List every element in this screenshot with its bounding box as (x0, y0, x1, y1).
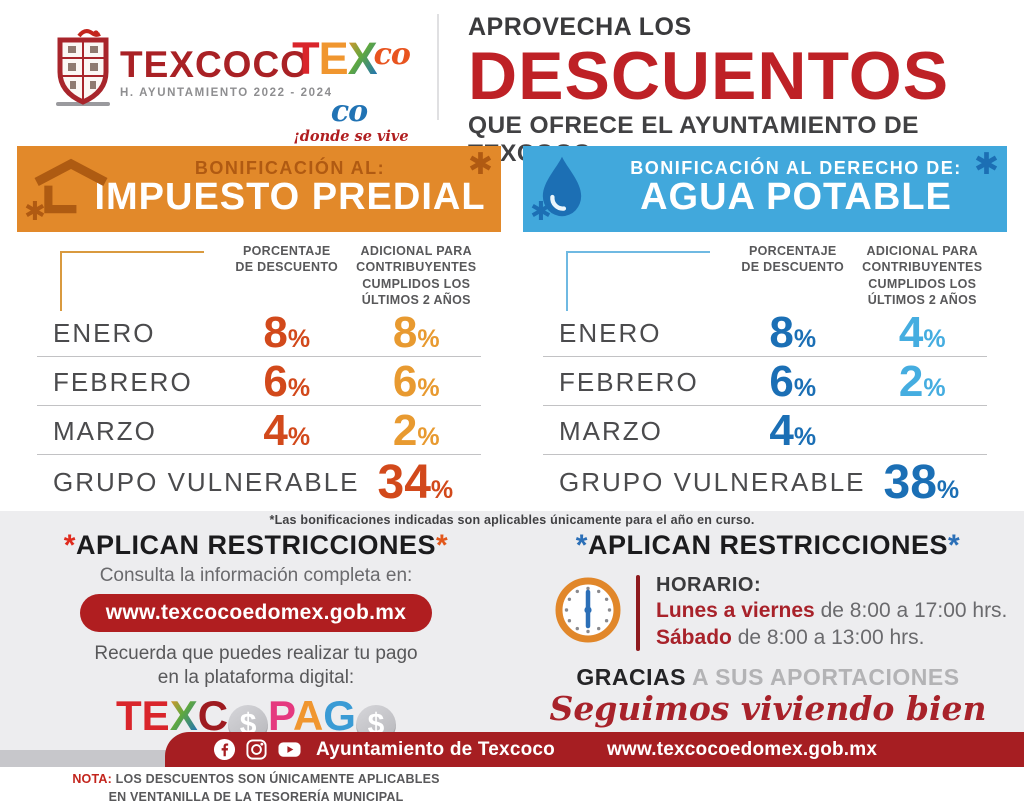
discount-value: 6% (728, 357, 858, 407)
instagram-icon[interactable] (245, 738, 268, 761)
table-row-vulnerable: GRUPO VULNERABLE 38% (543, 455, 987, 509)
footer-bar: Ayuntamiento de Texcoco www.texcocoedome… (165, 732, 1024, 767)
asterisk-decoration: * (576, 529, 588, 562)
facebook-icon[interactable] (213, 738, 236, 761)
brand-letter: co (374, 40, 410, 70)
footer-municipality-name: Ayuntamiento de Texcoco (316, 739, 555, 761)
asterisk-decoration: ✱ (530, 198, 552, 224)
table-row: ENERO 8% 8% (37, 308, 481, 357)
panel-title: AGUA POTABLE (640, 177, 952, 219)
row-label: MARZO (543, 416, 728, 447)
brand-letter: X (348, 33, 377, 84)
masthead-divider (437, 14, 439, 120)
panel-kicker: BONIFICACIÓN AL: (195, 159, 385, 177)
brand-letter: co (331, 97, 367, 127)
discount-value: 4% (728, 406, 858, 456)
panel-title: IMPUESTO PREDIAL (94, 177, 485, 219)
column-header-adicional: ADICIONAL PARA CONTRIBUYENTES CUMPLIDOS … (352, 243, 482, 308)
social-icons (213, 738, 302, 761)
row-label: GRUPO VULNERABLE (53, 467, 360, 498)
table-bracket-line (60, 251, 204, 311)
brand-letter: T (292, 33, 319, 84)
restrictions-heading: *APLICAN RESTRICCIONES* (512, 529, 1024, 562)
nota-label: NOTA: (72, 772, 112, 786)
brand-letter: E (319, 33, 348, 84)
panel-impuesto-predial: BONIFICACIÓN AL: IMPUESTO PREDIAL ✱ ✱ PO… (17, 146, 501, 509)
title-descuentos: DESCUENTOS (468, 42, 1013, 111)
asterisk-decoration: * (64, 529, 76, 562)
panel-kicker: BONIFICACIÓN AL DERECHO DE: (630, 159, 962, 177)
youtube-icon[interactable] (277, 738, 302, 761)
panel-header-agua: BONIFICACIÓN AL DERECHO DE: AGUA POTABLE… (523, 146, 1007, 232)
schedule-block: HORARIO: Lunes a viernes de 8:00 a 17:00… (554, 574, 1024, 652)
texcopago-letter: E (142, 692, 170, 739)
discount-value: 6% (222, 357, 352, 407)
additional-value: 8% (352, 308, 482, 358)
discount-value: 8% (222, 308, 352, 358)
recuerda-text: Recuerda que puedes realizar tu pago en … (0, 642, 512, 690)
asterisk-decoration: ✱ (974, 150, 999, 180)
restrictions-right-column: *APLICAN RESTRICCIONES* (512, 529, 1024, 727)
panel-header-predial: BONIFICACIÓN AL: IMPUESTO PREDIAL ✱ ✱ (17, 146, 501, 232)
discount-table-predial: PORCENTAJE DE DESCUENTO ADICIONAL PARA C… (17, 232, 501, 509)
weekday-hours: Lunes a viernes de 8:00 a 17:00 hrs. (656, 597, 1007, 624)
additional-value: 2% (858, 357, 988, 407)
texcopago-letter: T (116, 692, 142, 739)
column-header-adicional: ADICIONAL PARA CONTRIBUYENTES CUMPLIDOS … (858, 243, 988, 308)
poster: { "header": { "brand": { "municipality":… (0, 0, 1024, 767)
discount-value: 4% (222, 406, 352, 456)
consulta-text: Consulta la información completa en: (0, 565, 512, 587)
clock-icon (554, 576, 622, 649)
website-link-pill[interactable]: www.texcocoedomex.gob.mx (80, 594, 433, 632)
discount-value: 34% (378, 455, 454, 510)
footer-website-link[interactable]: www.texcocoedomex.gob.mx (607, 739, 877, 761)
masthead: TEXCOCO H. AYUNTAMIENTO 2022 - 2024 TEXc… (0, 0, 1024, 143)
asterisk-decoration: * (948, 529, 960, 562)
column-header-descuento: PORCENTAJE DE DESCUENTO (222, 243, 352, 308)
discount-value: 8% (728, 308, 858, 358)
column-header-descuento: PORCENTAJE DE DESCUENTO (728, 243, 858, 308)
additional-value: 2% (352, 406, 482, 456)
restrictions-heading: *APLICAN RESTRICCIONES* (0, 529, 512, 562)
bottom-section: *Las bonificaciones indicadas son aplica… (0, 511, 1024, 767)
panel-agua-potable: BONIFICACIÓN AL DERECHO DE: AGUA POTABLE… (523, 146, 1007, 509)
row-label: ENERO (37, 318, 222, 349)
slogan-text: Seguimos viviendo bien (512, 691, 1024, 727)
table-row: FEBRERO 6% 2% (543, 357, 987, 406)
row-label: GRUPO VULNERABLE (559, 467, 866, 498)
table-row: MARZO 4% 2% (37, 406, 481, 455)
row-label: MARZO (37, 416, 222, 447)
asterisk-decoration: * (436, 529, 448, 562)
additional-value: 6% (352, 357, 482, 407)
table-row-vulnerable: GRUPO VULNERABLE 34% (37, 455, 481, 509)
table-bracket-line (566, 251, 710, 311)
table-row: FEBRERO 6% 6% (37, 357, 481, 406)
gracias-text: GRACIAS A SUS APORTACIONES (512, 664, 1024, 691)
saturday-hours: Sábado de 8:00 a 13:00 hrs. (656, 624, 1007, 651)
additional-value: 4% (858, 308, 988, 358)
asterisk-decoration: ✱ (24, 198, 46, 224)
asterisk-decoration: ✱ (468, 150, 493, 180)
vertical-divider (636, 575, 640, 651)
city-brand-logo: TEXcoco ¡donde se vive bien! (286, 36, 416, 162)
table-row: MARZO 4% (543, 406, 987, 455)
texcoco-coat-of-arms-logo (52, 28, 114, 115)
row-label: FEBRERO (37, 367, 222, 398)
footnote: *Las bonificaciones indicadas son aplica… (0, 511, 1024, 527)
table-row: ENERO 8% 4% (543, 308, 987, 357)
discount-value: 38% (884, 455, 960, 510)
schedule-label: HORARIO: (656, 574, 1007, 597)
discount-table-agua: PORCENTAJE DE DESCUENTO ADICIONAL PARA C… (523, 232, 1007, 509)
row-label: FEBRERO (543, 367, 728, 398)
row-label: ENERO (543, 318, 728, 349)
